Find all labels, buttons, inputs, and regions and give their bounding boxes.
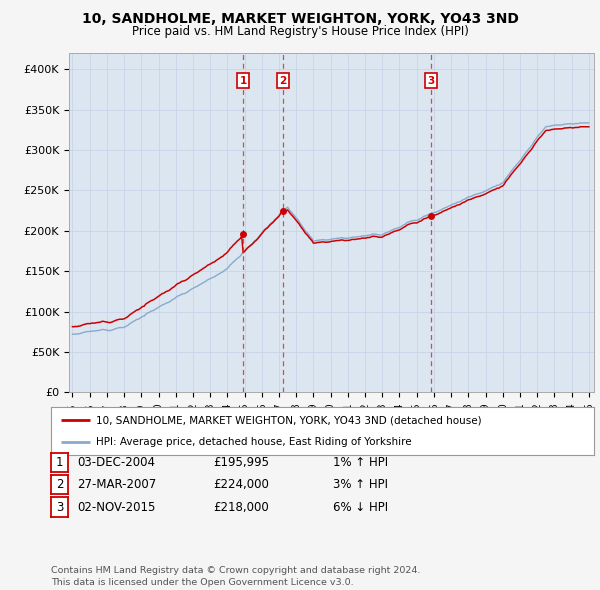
Text: £218,000: £218,000 bbox=[213, 500, 269, 514]
Text: 1: 1 bbox=[56, 455, 63, 469]
Text: 3: 3 bbox=[428, 76, 435, 86]
Text: 10, SANDHOLME, MARKET WEIGHTON, YORK, YO43 3ND: 10, SANDHOLME, MARKET WEIGHTON, YORK, YO… bbox=[82, 12, 518, 26]
Text: 3: 3 bbox=[56, 500, 63, 514]
Text: 6% ↓ HPI: 6% ↓ HPI bbox=[333, 500, 388, 514]
Text: 02-NOV-2015: 02-NOV-2015 bbox=[77, 500, 155, 514]
Text: 2: 2 bbox=[56, 478, 63, 491]
Text: 03-DEC-2004: 03-DEC-2004 bbox=[77, 455, 155, 469]
Text: 10, SANDHOLME, MARKET WEIGHTON, YORK, YO43 3ND (detached house): 10, SANDHOLME, MARKET WEIGHTON, YORK, YO… bbox=[95, 415, 481, 425]
Text: 2: 2 bbox=[280, 76, 287, 86]
Text: 27-MAR-2007: 27-MAR-2007 bbox=[77, 478, 156, 491]
Text: 1: 1 bbox=[239, 76, 247, 86]
Text: 3% ↑ HPI: 3% ↑ HPI bbox=[333, 478, 388, 491]
Text: £224,000: £224,000 bbox=[213, 478, 269, 491]
Text: Contains HM Land Registry data © Crown copyright and database right 2024.
This d: Contains HM Land Registry data © Crown c… bbox=[51, 566, 421, 587]
Text: HPI: Average price, detached house, East Riding of Yorkshire: HPI: Average price, detached house, East… bbox=[95, 437, 411, 447]
Text: £195,995: £195,995 bbox=[213, 455, 269, 469]
Text: Price paid vs. HM Land Registry's House Price Index (HPI): Price paid vs. HM Land Registry's House … bbox=[131, 25, 469, 38]
Text: 1% ↑ HPI: 1% ↑ HPI bbox=[333, 455, 388, 469]
